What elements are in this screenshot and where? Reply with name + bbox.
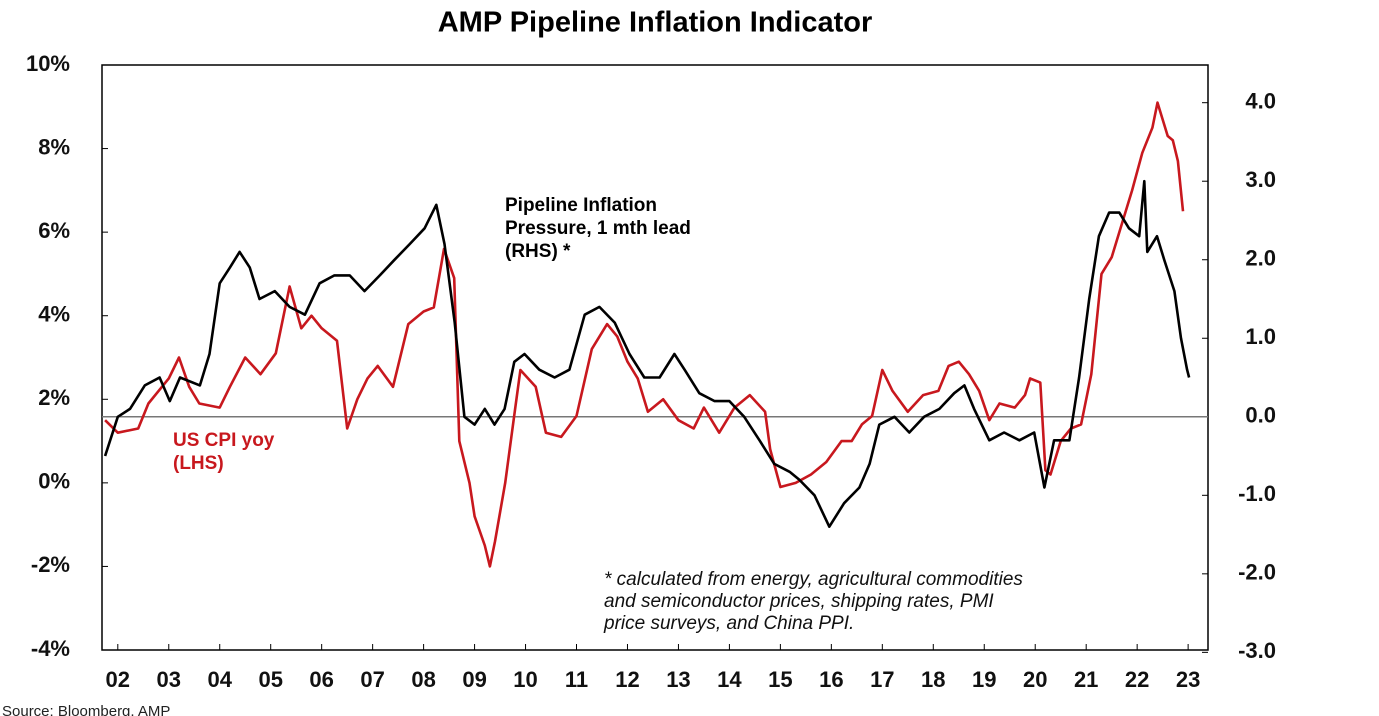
y-tick-label: 4% bbox=[38, 302, 70, 327]
x-tick-label: 09 bbox=[462, 667, 486, 692]
x-tick-label: 18 bbox=[921, 667, 945, 692]
x-tick-label: 13 bbox=[666, 667, 690, 692]
chart-title: AMP Pipeline Inflation Indicator bbox=[438, 7, 873, 39]
y-tick-label: 2% bbox=[38, 385, 70, 410]
y2-tick-label: 1.0 bbox=[1245, 324, 1276, 349]
x-tick-label: 23 bbox=[1176, 667, 1200, 692]
series-label: (RHS) * bbox=[505, 241, 571, 262]
x-tick-label: 17 bbox=[870, 667, 894, 692]
x-tick-label: 03 bbox=[157, 667, 181, 692]
y2-tick-label: -1.0 bbox=[1238, 481, 1276, 506]
x-tick-label: 02 bbox=[106, 667, 130, 692]
x-tick-label: 21 bbox=[1074, 667, 1098, 692]
y-tick-label: -2% bbox=[31, 552, 70, 577]
footnote: * calculated from energy, agricultural c… bbox=[604, 569, 1023, 590]
source: Source: Bloomberg, AMP bbox=[2, 703, 170, 716]
x-tick-label: 08 bbox=[411, 667, 435, 692]
x-tick-label: 16 bbox=[819, 667, 843, 692]
y2-tick-label: -3.0 bbox=[1238, 638, 1276, 663]
x-tick-label: 15 bbox=[768, 667, 792, 692]
series-line bbox=[104, 101, 1185, 568]
footnote: price surveys, and China PPI. bbox=[603, 613, 854, 634]
y-tick-label: -4% bbox=[31, 636, 70, 661]
x-tick-label: 22 bbox=[1125, 667, 1149, 692]
x-tick-label: 20 bbox=[1023, 667, 1047, 692]
series-label: US CPI yoy bbox=[173, 430, 275, 451]
y-tick-label: 0% bbox=[38, 469, 70, 494]
x-tick-label: 06 bbox=[309, 667, 333, 692]
y2-tick-label: 4.0 bbox=[1245, 89, 1276, 114]
y-tick-label: 8% bbox=[38, 134, 70, 159]
x-tick-label: 10 bbox=[513, 667, 537, 692]
footnote: and semiconductor prices, shipping rates… bbox=[604, 591, 994, 612]
series-label: (LHS) bbox=[173, 453, 224, 474]
y2-tick-label: 2.0 bbox=[1245, 246, 1276, 271]
x-tick-label: 14 bbox=[717, 667, 742, 692]
series-line bbox=[103, 179, 1191, 528]
x-tick-label: 05 bbox=[258, 667, 282, 692]
y2-tick-label: 3.0 bbox=[1245, 167, 1276, 192]
x-tick-label: 04 bbox=[207, 667, 232, 692]
series-label: Pressure, 1 mth lead bbox=[505, 218, 691, 239]
y-tick-label: 10% bbox=[26, 51, 70, 76]
x-tick-label: 11 bbox=[565, 667, 588, 692]
y-tick-label: 6% bbox=[38, 218, 70, 243]
y2-tick-label: 0.0 bbox=[1245, 403, 1276, 428]
x-tick-label: 12 bbox=[615, 667, 639, 692]
plot-frame bbox=[101, 64, 1209, 651]
x-tick-label: 07 bbox=[360, 667, 384, 692]
x-tick-label: 19 bbox=[972, 667, 996, 692]
series-label: Pipeline Inflation bbox=[505, 195, 657, 216]
y2-tick-label: -2.0 bbox=[1238, 560, 1276, 585]
